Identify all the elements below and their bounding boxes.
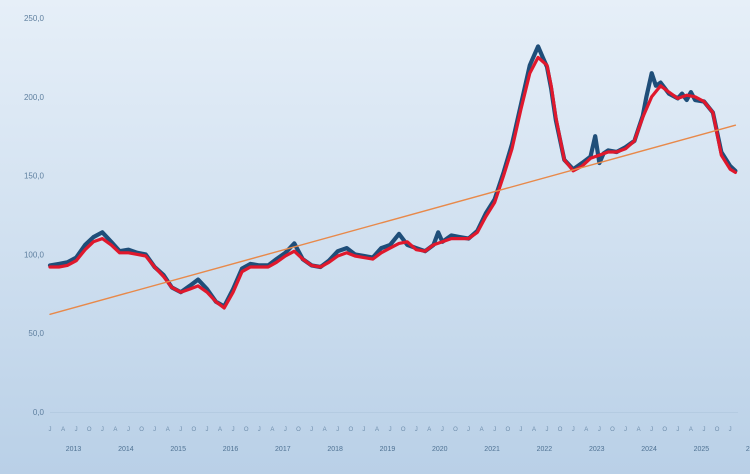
x-tick-label: J	[362, 427, 365, 433]
x-tick-label: J	[729, 427, 732, 433]
x-tick-label: J	[101, 427, 104, 433]
x-tick-label: J	[205, 427, 208, 433]
x-tick-label: O	[715, 427, 720, 433]
x-tick-label: O	[244, 427, 249, 433]
x-tick-label: A	[375, 427, 379, 433]
y-axis: 0,0 50,0 100,0 150,0 200,0 250,0	[24, 14, 45, 417]
x-tick-label: J	[598, 427, 601, 433]
x-axis: J A J O 2013 J A J O 2014 J A J O 2015 J A J O 2016 J A J O 2017…	[49, 412, 750, 453]
year-label: 2015	[170, 446, 186, 453]
x-tick-label: J	[284, 427, 287, 433]
x-tick-label: J	[336, 427, 339, 433]
year-label: 2013	[66, 446, 82, 453]
x-tick-label: J	[127, 427, 130, 433]
x-tick-label: O	[401, 427, 406, 433]
x-tick-label: J	[650, 427, 653, 433]
year-label: 2022	[537, 446, 553, 453]
x-tick-label: O	[296, 427, 301, 433]
x-tick-label: A	[584, 427, 588, 433]
x-tick-label: J	[232, 427, 235, 433]
x-tick-label: A	[113, 427, 117, 433]
x-tick-label: A	[480, 427, 484, 433]
x-tick-label: A	[427, 427, 431, 433]
y-tick-label: 50,0	[28, 329, 44, 338]
year-label: 2026	[746, 446, 750, 453]
y-tick-label: 150,0	[24, 172, 45, 181]
year-label: 2016	[223, 446, 239, 453]
x-tick-label: A	[270, 427, 274, 433]
x-tick-label: O	[558, 427, 563, 433]
trend-line	[49, 124, 737, 315]
x-tick-label: J	[572, 427, 575, 433]
x-tick-label: O	[87, 427, 92, 433]
x-tick-label: O	[662, 427, 667, 433]
x-tick-label: O	[192, 427, 197, 433]
x-tick-label: J	[702, 427, 705, 433]
x-tick-label: J	[75, 427, 78, 433]
x-tick-label: A	[637, 427, 641, 433]
series-layer	[47, 44, 738, 315]
x-tick-label: J	[624, 427, 627, 433]
x-tick-label: J	[310, 427, 313, 433]
x-tick-label: J	[415, 427, 418, 433]
x-tick-label: J	[493, 427, 496, 433]
y-tick-label: 250,0	[24, 14, 45, 23]
x-tick-label: J	[258, 427, 261, 433]
x-tick-label: J	[441, 427, 444, 433]
x-tick-label: A	[689, 427, 693, 433]
series-line-red	[48, 55, 738, 310]
x-tick-label: O	[453, 427, 458, 433]
x-tick-label: J	[49, 427, 52, 433]
year-label: 2023	[589, 446, 605, 453]
x-tick-label: O	[505, 427, 510, 433]
x-tick-label: O	[610, 427, 615, 433]
x-tick-label: J	[467, 427, 470, 433]
year-label: 2018	[327, 446, 343, 453]
series-line-blue	[47, 44, 738, 309]
year-label: 2025	[694, 446, 710, 453]
x-tick-label: A	[218, 427, 222, 433]
year-label: 2021	[484, 446, 500, 453]
x-tick-label: A	[323, 427, 327, 433]
y-tick-label: 100,0	[24, 250, 45, 259]
year-label: 2014	[118, 446, 134, 453]
year-label: 2024	[641, 446, 657, 453]
x-tick-label: J	[676, 427, 679, 433]
y-tick-label: 200,0	[24, 93, 45, 102]
year-label: 2020	[432, 446, 448, 453]
x-tick-label: J	[153, 427, 156, 433]
x-tick-label: J	[389, 427, 392, 433]
year-label: 2019	[380, 446, 396, 453]
x-tick-label: J	[179, 427, 182, 433]
x-tick-label: O	[349, 427, 354, 433]
year-label: 2017	[275, 446, 291, 453]
x-tick-label: O	[139, 427, 144, 433]
x-tick-label: J	[546, 427, 549, 433]
x-tick-label: A	[166, 427, 170, 433]
x-tick-label: A	[532, 427, 536, 433]
x-tick-label: J	[519, 427, 522, 433]
x-tick-label: A	[61, 427, 65, 433]
y-tick-label: 0,0	[33, 408, 45, 417]
